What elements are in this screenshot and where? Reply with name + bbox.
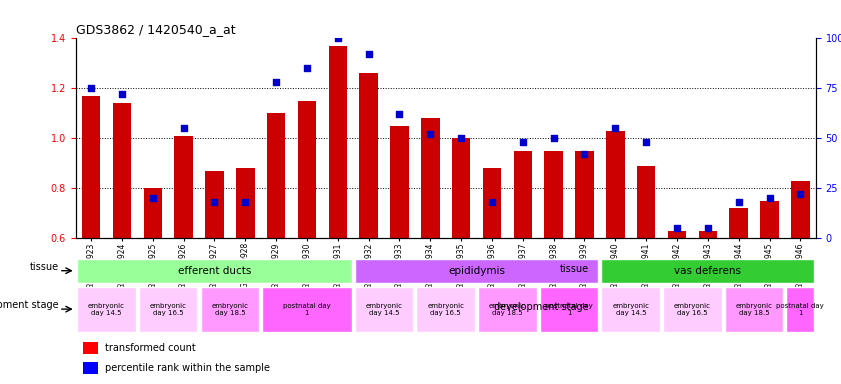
Point (639, 139, 653, 145)
Text: embryonic
day 14.5: embryonic day 14.5 (366, 303, 403, 316)
FancyBboxPatch shape (601, 286, 660, 331)
Text: embryonic
day 16.5: embryonic day 16.5 (427, 303, 464, 316)
Point (763, 195, 776, 201)
Bar (236, 168, 255, 238)
Point (609, 125, 622, 131)
FancyBboxPatch shape (77, 259, 352, 283)
Bar (575, 151, 594, 238)
Point (454, 135, 468, 141)
Bar (421, 118, 440, 238)
Point (547, 135, 560, 141)
FancyBboxPatch shape (725, 286, 783, 331)
Point (485, 199, 499, 205)
Bar (174, 136, 193, 238)
Text: embryonic
day 16.5: embryonic day 16.5 (674, 303, 711, 316)
FancyBboxPatch shape (478, 286, 537, 331)
Bar (699, 230, 717, 238)
Point (393, 111, 406, 118)
Text: embryonic
day 14.5: embryonic day 14.5 (88, 303, 125, 316)
Text: development stage: development stage (0, 300, 59, 310)
Point (701, 225, 715, 231)
FancyBboxPatch shape (355, 286, 413, 331)
Bar (82, 96, 100, 238)
Point (146, 195, 160, 201)
Bar (83, 342, 98, 354)
Bar (668, 230, 686, 238)
Text: embryonic
day 18.5: embryonic day 18.5 (736, 303, 773, 316)
Text: embryonic
day 16.5: embryonic day 16.5 (150, 303, 187, 316)
Point (239, 199, 252, 205)
Text: transformed count: transformed count (105, 343, 196, 353)
Bar (329, 46, 347, 238)
FancyBboxPatch shape (77, 286, 135, 331)
Point (362, 51, 375, 58)
Bar (760, 200, 779, 238)
Point (177, 125, 190, 131)
Bar (729, 208, 748, 238)
Bar (113, 103, 131, 238)
FancyBboxPatch shape (601, 259, 814, 283)
Point (732, 199, 745, 205)
Bar (514, 151, 532, 238)
Bar (83, 362, 98, 374)
Text: epididymis: epididymis (448, 266, 505, 276)
Bar (483, 168, 501, 238)
FancyBboxPatch shape (416, 286, 475, 331)
Bar (298, 101, 316, 238)
Point (208, 199, 221, 205)
FancyBboxPatch shape (355, 259, 598, 283)
Text: percentile rank within the sample: percentile rank within the sample (105, 363, 270, 373)
Text: postnatal day
1: postnatal day 1 (283, 303, 331, 316)
Point (269, 79, 283, 85)
Point (516, 139, 530, 145)
Bar (144, 188, 162, 238)
Text: embryonic
day 18.5: embryonic day 18.5 (489, 303, 526, 316)
Point (424, 131, 437, 137)
Point (115, 91, 129, 98)
Text: efferent ducts: efferent ducts (177, 266, 251, 276)
Bar (544, 151, 563, 238)
Text: postnatal day
1: postnatal day 1 (776, 303, 824, 316)
Text: tissue: tissue (559, 264, 589, 274)
FancyBboxPatch shape (786, 286, 814, 331)
Point (794, 191, 807, 197)
Bar (205, 170, 224, 238)
Text: vas deferens: vas deferens (674, 266, 742, 276)
Text: GDS3862 / 1420540_a_at: GDS3862 / 1420540_a_at (76, 23, 235, 36)
Text: embryonic
day 18.5: embryonic day 18.5 (211, 303, 248, 316)
Bar (637, 166, 655, 238)
Text: postnatal day
1: postnatal day 1 (545, 303, 593, 316)
Point (300, 65, 314, 71)
FancyBboxPatch shape (262, 286, 352, 331)
Bar (791, 180, 810, 238)
Text: tissue: tissue (29, 262, 59, 272)
Point (84, 85, 98, 91)
Point (331, 35, 345, 41)
Bar (267, 113, 285, 238)
Text: development stage: development stage (494, 302, 589, 312)
FancyBboxPatch shape (540, 286, 598, 331)
FancyBboxPatch shape (200, 286, 259, 331)
FancyBboxPatch shape (663, 286, 722, 331)
Text: embryonic
day 14.5: embryonic day 14.5 (612, 303, 649, 316)
Bar (390, 126, 409, 238)
Point (670, 225, 684, 231)
FancyBboxPatch shape (139, 286, 198, 331)
Point (578, 151, 591, 157)
Bar (452, 138, 470, 238)
Bar (359, 73, 378, 238)
Bar (606, 131, 625, 238)
